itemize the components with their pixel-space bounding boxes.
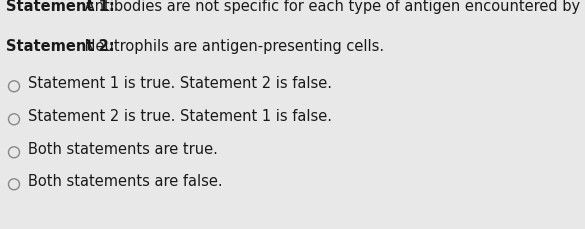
Text: Both statements are true.: Both statements are true.	[28, 142, 218, 157]
Text: Statement 2 is true. Statement 1 is false.: Statement 2 is true. Statement 1 is fals…	[28, 109, 332, 124]
Text: Both statements are false.: Both statements are false.	[28, 174, 223, 189]
Text: Neutrophils are antigen-presenting cells.: Neutrophils are antigen-presenting cells…	[80, 39, 384, 54]
Text: Statement 2:: Statement 2:	[6, 39, 115, 54]
Text: Statement 1 is true. Statement 2 is false.: Statement 1 is true. Statement 2 is fals…	[28, 76, 332, 91]
Text: Antibodies are not specific for each type of antigen encountered by the body.: Antibodies are not specific for each typ…	[80, 0, 585, 14]
Text: Statement 1:: Statement 1:	[6, 0, 115, 14]
